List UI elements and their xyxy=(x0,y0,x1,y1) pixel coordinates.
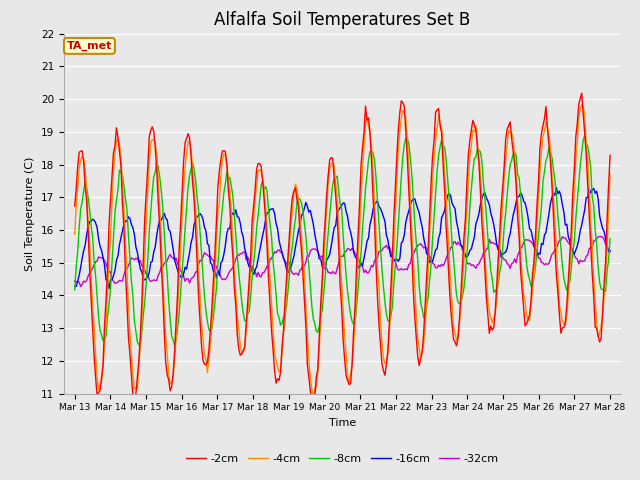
-8cm xyxy=(578,149,586,155)
-32cm xyxy=(307,248,314,254)
-2cm xyxy=(305,374,313,380)
Line: -8cm: -8cm xyxy=(75,135,610,346)
-16cm xyxy=(250,272,257,277)
-8cm xyxy=(307,284,314,289)
-16cm xyxy=(259,232,266,238)
-8cm xyxy=(581,132,589,138)
Line: -2cm: -2cm xyxy=(75,93,610,409)
Line: -4cm: -4cm xyxy=(75,105,610,398)
-8cm xyxy=(232,232,239,238)
-2cm xyxy=(136,333,144,339)
Line: -16cm: -16cm xyxy=(75,188,610,288)
-4cm xyxy=(248,247,256,253)
-8cm xyxy=(71,287,79,293)
-8cm xyxy=(250,260,257,266)
X-axis label: Time: Time xyxy=(329,418,356,428)
-32cm xyxy=(259,270,266,276)
-8cm xyxy=(606,236,614,242)
-8cm xyxy=(171,343,179,348)
-32cm xyxy=(232,256,239,262)
-32cm xyxy=(606,249,614,255)
Y-axis label: Soil Temperature (C): Soil Temperature (C) xyxy=(26,156,35,271)
-4cm xyxy=(71,231,79,237)
-32cm xyxy=(597,234,605,240)
Legend: -2cm, -4cm, -8cm, -16cm, -32cm: -2cm, -4cm, -8cm, -16cm, -32cm xyxy=(182,450,503,468)
-4cm xyxy=(578,102,586,108)
-4cm xyxy=(579,103,587,109)
-32cm xyxy=(138,263,146,269)
-2cm xyxy=(310,406,317,412)
-4cm xyxy=(310,396,317,401)
-32cm xyxy=(71,278,79,284)
-32cm xyxy=(250,267,257,273)
-4cm xyxy=(230,266,238,272)
-2cm xyxy=(578,90,586,96)
-32cm xyxy=(578,259,586,264)
-16cm xyxy=(105,286,113,291)
-4cm xyxy=(606,171,614,177)
Text: TA_met: TA_met xyxy=(67,41,112,51)
-2cm xyxy=(579,112,587,118)
-2cm xyxy=(257,164,265,169)
-16cm xyxy=(232,207,239,213)
-8cm xyxy=(259,177,266,183)
-16cm xyxy=(138,269,146,275)
Title: Alfalfa Soil Temperatures Set B: Alfalfa Soil Temperatures Set B xyxy=(214,11,470,29)
-2cm xyxy=(71,203,79,209)
-2cm xyxy=(606,152,614,158)
Line: -32cm: -32cm xyxy=(75,237,610,287)
-4cm xyxy=(305,357,313,362)
-16cm xyxy=(552,185,560,191)
-2cm xyxy=(248,217,256,223)
-4cm xyxy=(257,168,265,174)
-4cm xyxy=(136,343,144,349)
-16cm xyxy=(606,248,614,253)
-8cm xyxy=(136,343,144,348)
-16cm xyxy=(579,214,587,220)
-16cm xyxy=(71,284,79,289)
-2cm xyxy=(230,284,238,290)
-16cm xyxy=(307,207,314,213)
-32cm xyxy=(77,284,84,289)
